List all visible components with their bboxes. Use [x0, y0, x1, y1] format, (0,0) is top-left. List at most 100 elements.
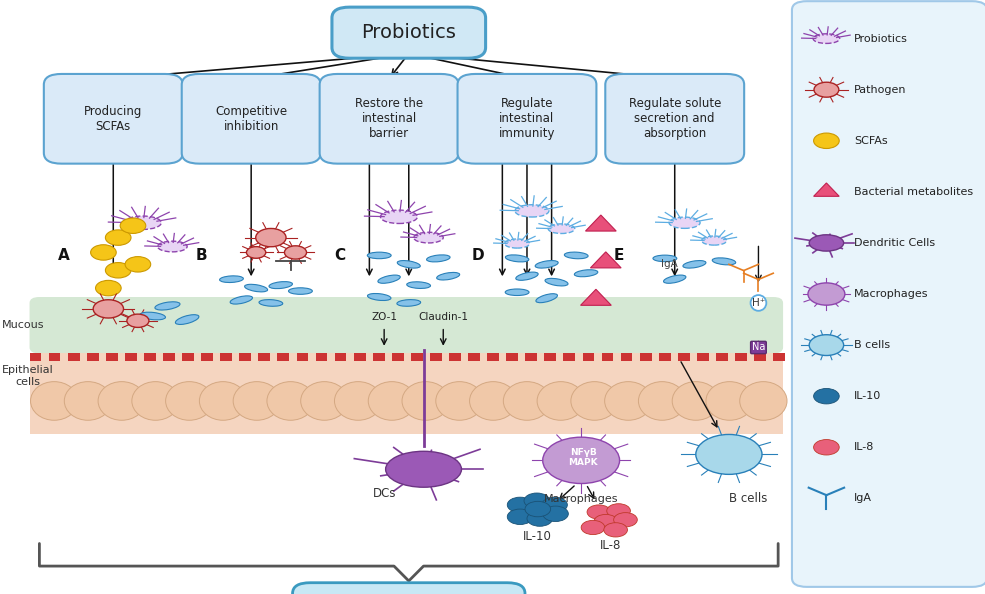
FancyBboxPatch shape — [332, 7, 486, 58]
Ellipse shape — [64, 381, 111, 421]
Bar — [430, 353, 442, 361]
Bar — [678, 353, 690, 361]
FancyBboxPatch shape — [605, 74, 745, 163]
Circle shape — [543, 437, 620, 484]
Circle shape — [542, 497, 567, 513]
Circle shape — [524, 493, 550, 508]
Circle shape — [96, 280, 121, 296]
Ellipse shape — [158, 241, 187, 252]
Bar — [105, 353, 117, 361]
Bar — [335, 353, 347, 361]
Ellipse shape — [267, 381, 314, 421]
Bar — [639, 353, 651, 361]
Ellipse shape — [378, 275, 400, 283]
Ellipse shape — [165, 381, 213, 421]
Circle shape — [614, 513, 637, 527]
Bar — [716, 353, 728, 361]
Text: Probiotics: Probiotics — [854, 34, 908, 43]
Circle shape — [127, 314, 149, 327]
Bar — [755, 353, 766, 361]
Circle shape — [814, 440, 839, 455]
Ellipse shape — [98, 381, 146, 421]
Ellipse shape — [427, 255, 450, 262]
Text: IL-10: IL-10 — [522, 530, 552, 543]
Bar — [182, 353, 194, 361]
Circle shape — [581, 520, 605, 535]
Bar — [48, 353, 60, 361]
Bar — [773, 353, 785, 361]
FancyBboxPatch shape — [44, 74, 183, 163]
Text: IL-8: IL-8 — [854, 443, 875, 452]
Text: A: A — [58, 248, 70, 263]
Ellipse shape — [669, 217, 700, 228]
Text: Pathogen: Pathogen — [854, 85, 906, 94]
Text: IL-8: IL-8 — [600, 539, 622, 552]
FancyBboxPatch shape — [792, 1, 985, 587]
Ellipse shape — [407, 282, 430, 289]
Bar — [449, 353, 461, 361]
Ellipse shape — [683, 261, 706, 268]
Bar — [602, 353, 614, 361]
Ellipse shape — [814, 34, 840, 43]
Circle shape — [120, 218, 146, 233]
Bar — [278, 353, 290, 361]
Ellipse shape — [335, 381, 382, 421]
Bar — [164, 353, 175, 361]
Ellipse shape — [155, 302, 180, 310]
FancyBboxPatch shape — [30, 297, 783, 353]
Text: SCFAs: SCFAs — [854, 136, 887, 146]
Text: Na: Na — [752, 343, 765, 352]
Ellipse shape — [199, 381, 246, 421]
Circle shape — [808, 283, 845, 305]
Text: IgA: IgA — [854, 494, 872, 503]
Ellipse shape — [367, 293, 391, 301]
Text: Regulate solute
secretion and
absorption: Regulate solute secretion and absorption — [628, 97, 721, 140]
Ellipse shape — [244, 285, 268, 292]
Bar — [315, 353, 327, 361]
FancyBboxPatch shape — [319, 74, 459, 163]
Ellipse shape — [300, 381, 348, 421]
Ellipse shape — [175, 315, 199, 324]
Ellipse shape — [536, 293, 558, 303]
Bar — [125, 353, 137, 361]
Circle shape — [814, 133, 839, 148]
Bar — [239, 353, 251, 361]
FancyBboxPatch shape — [181, 74, 321, 163]
Circle shape — [814, 82, 839, 97]
Bar — [221, 353, 232, 361]
Text: H⁺: H⁺ — [752, 298, 765, 308]
Ellipse shape — [605, 381, 652, 421]
Bar — [87, 353, 98, 361]
Ellipse shape — [571, 381, 619, 421]
Bar — [621, 353, 632, 361]
Text: NFγB
MAPK: NFγB MAPK — [568, 448, 598, 467]
Text: IgA: IgA — [661, 260, 679, 269]
Circle shape — [543, 506, 568, 522]
Text: Bacterial metabolites: Bacterial metabolites — [854, 187, 973, 197]
Circle shape — [607, 504, 630, 518]
Ellipse shape — [574, 270, 598, 277]
Ellipse shape — [435, 381, 483, 421]
Bar — [525, 353, 537, 361]
Ellipse shape — [436, 273, 460, 280]
Circle shape — [810, 334, 843, 355]
Text: Probiotics: Probiotics — [361, 23, 456, 42]
Ellipse shape — [516, 272, 538, 280]
Text: Claudin-1: Claudin-1 — [419, 312, 468, 322]
Bar — [372, 353, 384, 361]
Bar — [563, 353, 575, 361]
Ellipse shape — [470, 381, 517, 421]
Ellipse shape — [367, 252, 391, 259]
Text: DCs: DCs — [372, 486, 396, 500]
Circle shape — [507, 509, 533, 525]
Bar — [201, 353, 213, 361]
Circle shape — [94, 300, 123, 318]
Ellipse shape — [701, 236, 727, 245]
Ellipse shape — [31, 381, 78, 421]
FancyBboxPatch shape — [293, 583, 525, 594]
Ellipse shape — [505, 255, 529, 262]
Ellipse shape — [220, 276, 243, 283]
Circle shape — [256, 229, 286, 247]
Bar — [68, 353, 80, 361]
Ellipse shape — [706, 381, 754, 421]
